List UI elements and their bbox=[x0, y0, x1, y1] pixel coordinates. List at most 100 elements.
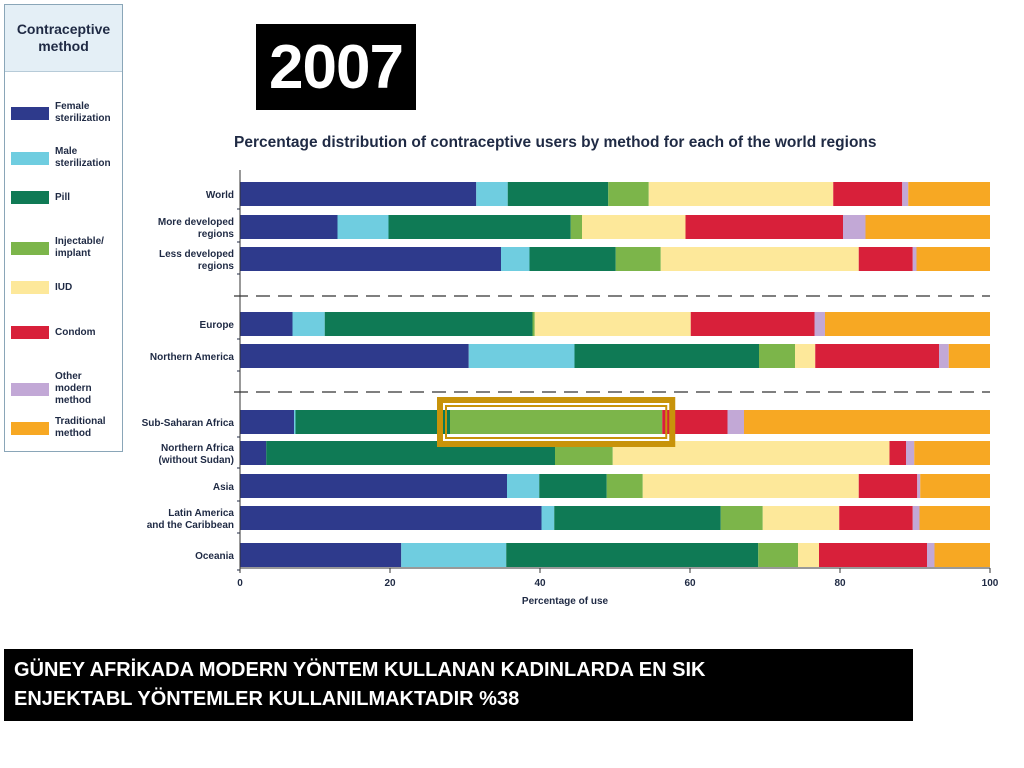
bar-segment-female_ster-9 bbox=[240, 543, 402, 567]
bar-segment-other-4 bbox=[939, 344, 949, 368]
legend-label-iud: IUD bbox=[55, 281, 73, 293]
bar-segment-female_ster-2 bbox=[240, 247, 501, 271]
bar-segment-traditional-8 bbox=[919, 506, 990, 530]
bar-segment-condom-4 bbox=[815, 344, 939, 368]
bar-segment-condom-3 bbox=[690, 312, 815, 336]
category-label-0: World bbox=[206, 190, 234, 201]
bar-segment-pill-5 bbox=[295, 410, 450, 434]
bar-segment-traditional-9 bbox=[934, 543, 990, 567]
stacked-bar-chart: World More developed regions Less developed… bbox=[142, 170, 998, 607]
bar-segment-condom-9 bbox=[819, 543, 927, 567]
bar-segment-traditional-6 bbox=[914, 441, 990, 465]
legend-swatch-condom bbox=[11, 326, 49, 339]
bar-segment-female_ster-0 bbox=[240, 182, 477, 206]
highlight-frame-inner bbox=[445, 405, 668, 439]
bar-segment-injectable-7 bbox=[606, 474, 643, 498]
bar-segment-pill-9 bbox=[506, 543, 759, 567]
category-label-2: Less developed regions bbox=[159, 249, 234, 272]
legend-label-condom: Condom bbox=[55, 326, 96, 338]
bar-segment-other-0 bbox=[902, 182, 909, 206]
bar-segment-injectable-4 bbox=[759, 344, 795, 368]
bar-segment-iud-0 bbox=[648, 182, 834, 206]
bar-segment-pill-8 bbox=[554, 506, 721, 530]
legend-item-pill: Pill bbox=[11, 191, 117, 204]
legend-swatch-other bbox=[11, 382, 49, 396]
year-label: 2007 bbox=[256, 24, 416, 110]
bar-segment-female_ster-3 bbox=[240, 312, 293, 336]
legend-item-other: Other modern method bbox=[11, 371, 117, 407]
category-label-5: Sub-Saharan Africa bbox=[142, 418, 235, 429]
bar-segment-other-3 bbox=[814, 312, 825, 336]
legend-item-iud: IUD bbox=[11, 281, 117, 294]
bar-segment-female_ster-5 bbox=[240, 410, 294, 434]
legend-label-traditional: Traditional method bbox=[55, 416, 106, 439]
bar-segment-other-1 bbox=[843, 215, 866, 239]
bar-segment-pill-4 bbox=[574, 344, 759, 368]
bar-segment-traditional-7 bbox=[920, 474, 990, 498]
x-tick-label-5: 100 bbox=[982, 578, 998, 589]
bar-segment-male_ster-1 bbox=[337, 215, 389, 239]
legend-swatch-female_ster bbox=[11, 106, 49, 120]
bar-segment-other-6 bbox=[906, 441, 915, 465]
bar-segment-male_ster-0 bbox=[476, 182, 508, 206]
x-tick-label-1: 20 bbox=[384, 578, 396, 589]
bar-segment-iud-3 bbox=[534, 312, 691, 336]
bar-segment-other-2 bbox=[912, 247, 917, 271]
legend-label-pill: Pill bbox=[55, 191, 71, 203]
bar-segment-male_ster-9 bbox=[401, 543, 507, 567]
category-label-7: Asia bbox=[213, 482, 235, 493]
legend-swatch-pill bbox=[11, 191, 49, 204]
bar-segment-male_ster-7 bbox=[507, 474, 540, 498]
bar-segment-male_ster-3 bbox=[292, 312, 325, 336]
bar-segment-iud-7 bbox=[642, 474, 859, 498]
legend-item-traditional: Traditional method bbox=[11, 416, 117, 440]
caption-line-1: GÜNEY AFRİKADA MODERN YÖNTEM KULLANAN KA… bbox=[14, 659, 706, 681]
chart-title: Percentage distribution of contraceptive… bbox=[234, 134, 877, 151]
highlight-frame bbox=[437, 397, 676, 447]
bar-segment-male_ster-4 bbox=[468, 344, 575, 368]
bar-segment-injectable-1 bbox=[570, 215, 582, 239]
bar-segment-female_ster-4 bbox=[240, 344, 469, 368]
legend-title: Contraceptive method bbox=[5, 5, 122, 72]
bar-segment-iud-8 bbox=[762, 506, 840, 530]
category-label-6: Northern Africa (without Sudan) bbox=[158, 443, 234, 466]
bar-segment-condom-1 bbox=[685, 215, 843, 239]
bar-segment-injectable-5 bbox=[450, 410, 663, 434]
bar-segment-condom-0 bbox=[833, 182, 903, 206]
category-label-4: Northern America bbox=[150, 352, 235, 363]
legend-swatch-iud bbox=[11, 281, 49, 294]
legend-panel: Contraceptive method Female sterilizatio… bbox=[4, 4, 123, 452]
bar-segment-traditional-4 bbox=[948, 344, 990, 368]
category-label-3: Europe bbox=[200, 320, 235, 331]
legend-swatch-traditional bbox=[11, 421, 49, 435]
x-tick-label-3: 60 bbox=[684, 578, 696, 589]
legend-item-condom: Condom bbox=[11, 326, 117, 339]
bar-segment-iud-2 bbox=[660, 247, 859, 271]
bar-segment-injectable-0 bbox=[608, 182, 649, 206]
legend-swatch-male_ster bbox=[11, 151, 49, 165]
bar-segment-injectable-2 bbox=[615, 247, 661, 271]
bar-segment-traditional-5 bbox=[744, 410, 990, 434]
bar-segment-other-7 bbox=[917, 474, 921, 498]
legend-item-male_ster: Male sterilization bbox=[11, 146, 117, 170]
legend-item-female_ster: Female sterilization bbox=[11, 101, 117, 125]
bar-segment-female_ster-6 bbox=[240, 441, 267, 465]
bar-segment-condom-7 bbox=[858, 474, 918, 498]
bar-segment-traditional-2 bbox=[916, 247, 990, 271]
bar-segment-iud-1 bbox=[582, 215, 686, 239]
legend-label-other: Other modern method bbox=[55, 371, 92, 406]
legend-swatch-injectable bbox=[11, 241, 49, 255]
bar-segment-iud-4 bbox=[795, 344, 816, 368]
bar-segment-other-8 bbox=[912, 506, 920, 530]
bar-segment-female_ster-7 bbox=[240, 474, 507, 498]
x-axis-label: Percentage of use bbox=[522, 596, 609, 607]
bar-segment-pill-2 bbox=[529, 247, 616, 271]
legend-label-female_ster: Female sterilization bbox=[55, 101, 111, 124]
bar-segment-traditional-3 bbox=[825, 312, 990, 336]
bar-segment-pill-0 bbox=[507, 182, 609, 206]
x-tick-label-2: 40 bbox=[534, 578, 546, 589]
bar-segment-male_ster-2 bbox=[501, 247, 530, 271]
bar-segment-iud-9 bbox=[798, 543, 819, 567]
legend-label-male_ster: Male sterilization bbox=[55, 146, 111, 169]
legend-item-injectable: Injectable/ implant bbox=[11, 236, 117, 260]
